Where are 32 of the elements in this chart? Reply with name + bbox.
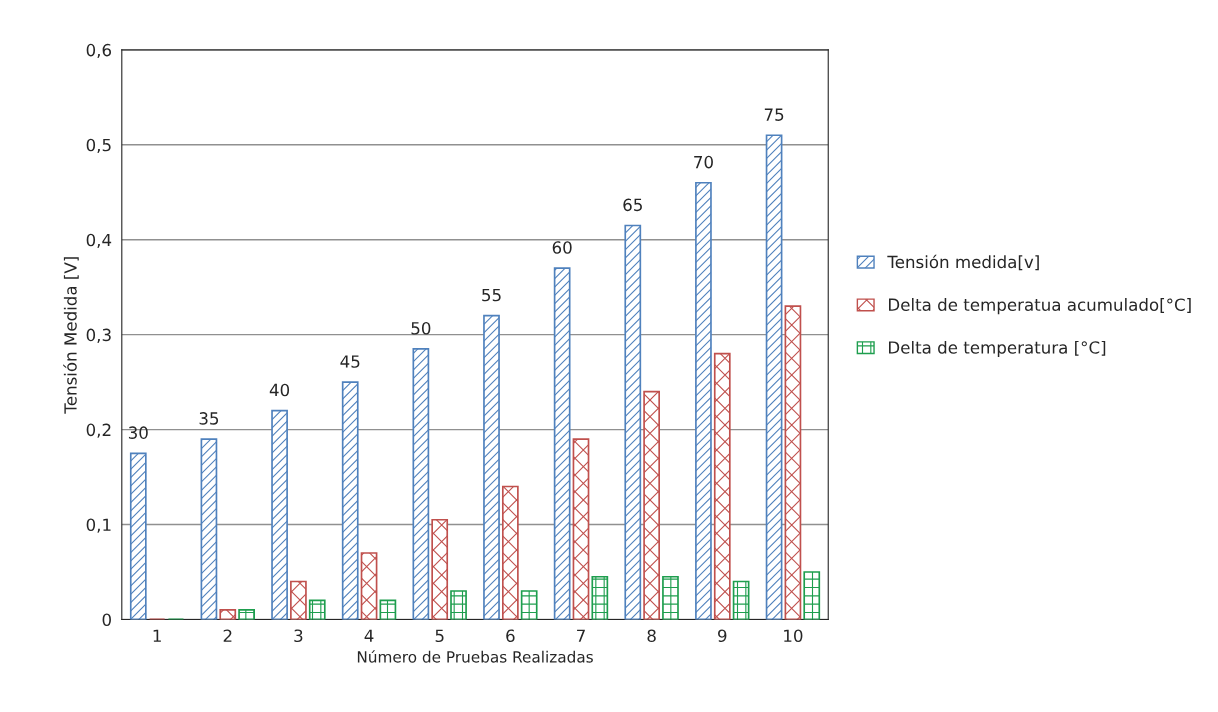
legend-label: Tensión medida[v] (887, 254, 1039, 271)
x-tick-label: 3 (294, 629, 303, 643)
annotation: 75 (764, 108, 784, 121)
x-tick-label: 1 (153, 629, 161, 642)
y-tick-label: 0 (102, 613, 111, 627)
legend-label: Delta de temperatua acumulado[°C] (889, 298, 1191, 315)
y-tick-label: 0,3 (86, 328, 111, 343)
annotation: 50 (411, 321, 431, 335)
x-tick-label: 6 (506, 629, 515, 643)
annotation: 65 (623, 198, 642, 212)
annotation: 45 (340, 355, 360, 368)
x-tick-label: 9 (718, 629, 727, 643)
y-tick-label: 0,2 (86, 423, 111, 438)
y-axis-title: Tensión Medida [V] (63, 257, 79, 414)
annotation: 40 (269, 383, 290, 397)
y-tick-label: 0,6 (86, 43, 112, 59)
y-tick-label: 0,1 (86, 518, 111, 533)
annotation: 30 (128, 426, 148, 439)
x-tick-label: 8 (647, 629, 656, 643)
y-tick-label: 0,4 (86, 233, 112, 248)
x-tick-label: 7 (577, 629, 585, 642)
x-axis-title: Número de Pruebas Realizadas (357, 650, 593, 663)
x-tick-label: 4 (364, 629, 374, 642)
x-tick-label: 5 (435, 629, 444, 643)
annotation: 55 (482, 288, 501, 302)
annotation: 70 (694, 155, 713, 169)
y-tick-label: 0,5 (86, 138, 111, 154)
x-tick-label: 2 (223, 629, 232, 642)
x-tick-label: 10 (784, 629, 803, 643)
legend-label: Delta de temperatura [°C] (889, 340, 1106, 358)
annotation: 60 (552, 241, 572, 254)
annotation: 35 (199, 412, 219, 425)
